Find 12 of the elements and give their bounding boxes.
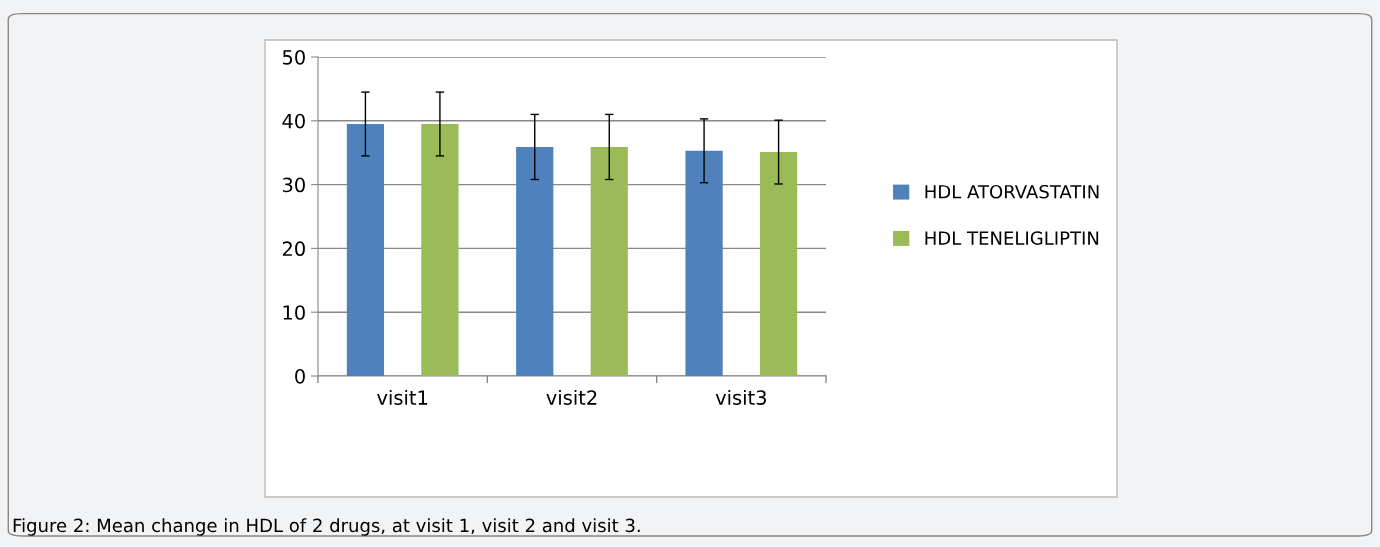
caption: Figure 2: Mean change in HDL of 2 drugs, at visit 1, visit 2 and visit 3. xyxy=(13,518,640,536)
x-tick-label: visit2 xyxy=(546,389,597,405)
legend-label: HDL TENELIGLIPTIN xyxy=(925,231,1099,245)
y-tick-label: 30 xyxy=(282,177,305,193)
legend-label: HDL ATORVASTATIN xyxy=(925,184,1099,199)
y-tick-label: 10 xyxy=(283,305,305,320)
x-tick-label: visit1 xyxy=(377,389,428,405)
y-tick-label: 40 xyxy=(282,113,305,129)
y-tick-label: 20 xyxy=(282,241,305,257)
y-tick-label: 50 xyxy=(282,49,305,65)
x-tick-label: visit3 xyxy=(715,389,766,405)
y-tick-label: 0 xyxy=(295,368,305,384)
